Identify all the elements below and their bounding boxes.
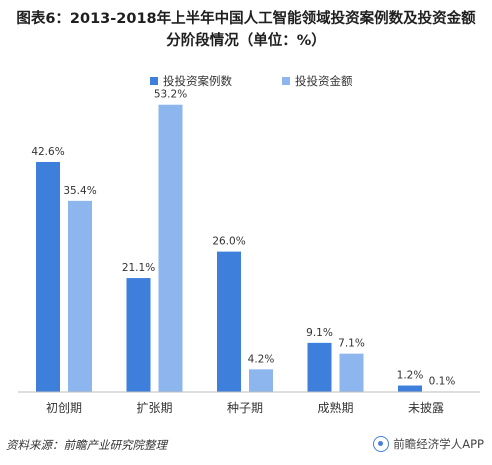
x-tick-label-4: 成熟期	[317, 400, 353, 415]
value-label-1-1: 42.6%	[31, 146, 64, 158]
bar-1-4	[307, 342, 332, 392]
x-tick-label-3: 种子期	[227, 401, 263, 415]
value-label-1-4: 9.1%	[306, 327, 333, 339]
bar-1-3	[217, 251, 241, 392]
legend-label-1: 投投资案例数	[163, 74, 232, 88]
legend-swatch-1	[150, 77, 158, 85]
bar-1-5	[398, 385, 422, 392]
value-label-1-5: 1.2%	[397, 370, 424, 382]
legend-swatch-2	[282, 77, 290, 85]
chart-title: 图表6：2013-2018年上半年中国人工智能领域投资案例数及投资金额分阶段情况…	[16, 11, 476, 49]
value-label-2-4: 7.1%	[338, 338, 365, 350]
x-tick-label-1: 初创期	[46, 401, 82, 415]
legend: 投投资案例数 投投资金额	[150, 74, 353, 88]
bar-2-1	[68, 200, 92, 392]
bar-1-2	[126, 278, 151, 392]
value-label-2-5: 0.1%	[429, 375, 456, 387]
brand-name: 前瞻经济学人APP	[393, 437, 484, 451]
x-tick-label-2: 扩张期	[136, 401, 172, 415]
brand-logo-icon	[373, 436, 390, 452]
x-tick-labels: 初创期 扩张期 种子期 成熟期 未披露	[46, 400, 444, 415]
bar-chart: 投投资案例数 投投资金额 42.6% 35.4% 21.1% 53.2% 26.0% 4.2…	[18, 74, 480, 415]
bars-group	[36, 104, 454, 392]
source-note: 资料来源：前瞻产业研究院整理	[6, 438, 167, 452]
value-label-2-2: 53.2%	[154, 89, 187, 101]
legend-label-2: 投投资金额	[295, 74, 353, 88]
value-label-2-1: 35.4%	[63, 185, 96, 197]
bar-2-4	[339, 353, 364, 392]
value-label-1-3: 26.0%	[212, 236, 245, 248]
x-tick-label-5: 未披露	[408, 401, 444, 415]
value-labels: 42.6% 35.4% 21.1% 53.2% 26.0% 4.2% 9.1% 7.1% 1.2…	[31, 89, 455, 388]
bar-1-1	[36, 161, 60, 392]
bar-2-3	[249, 369, 273, 392]
value-label-2-3: 4.2%	[248, 353, 275, 365]
bar-2-2	[158, 104, 183, 392]
brand-badge: 前瞻经济学人APP	[373, 436, 484, 452]
value-label-1-2: 21.1%	[122, 262, 155, 274]
